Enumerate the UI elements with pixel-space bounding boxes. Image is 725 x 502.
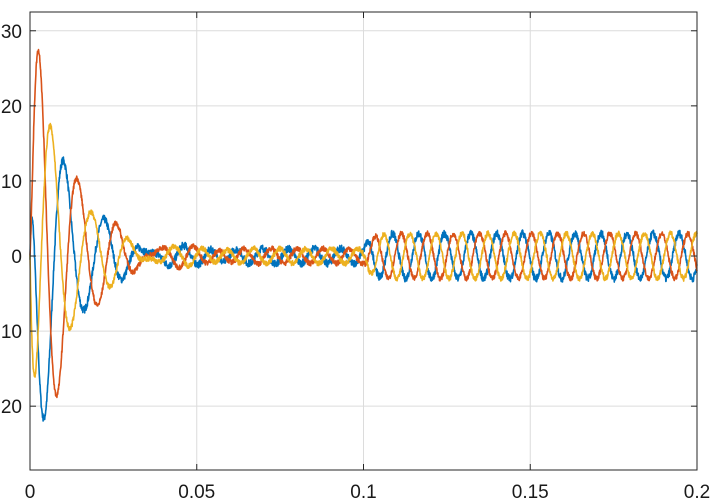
y-tick-label: -10 (0, 322, 22, 343)
x-tick-label: 0.05 (178, 482, 215, 502)
tick-labels: 0 0.05 0.1 0.15 0.2 30 20 10 0 -10 -20 (0, 22, 710, 502)
x-tick-label: 0.1 (350, 482, 376, 502)
x-tick-label: 0.2 (684, 482, 710, 502)
y-tick-label: 30 (1, 22, 22, 43)
x-tick-label: 0 (25, 482, 36, 502)
y-tick-label: 0 (11, 247, 22, 268)
y-tick-label: 20 (1, 97, 22, 118)
axis-ticks (29, 12, 698, 470)
y-tick-label: -20 (0, 397, 22, 418)
y-tick-label: 10 (1, 172, 22, 193)
x-tick-label: 0.15 (512, 482, 549, 502)
series-line-phase-a (29, 156, 698, 422)
series-line-phase-c (29, 122, 698, 378)
series-lines (29, 48, 698, 422)
